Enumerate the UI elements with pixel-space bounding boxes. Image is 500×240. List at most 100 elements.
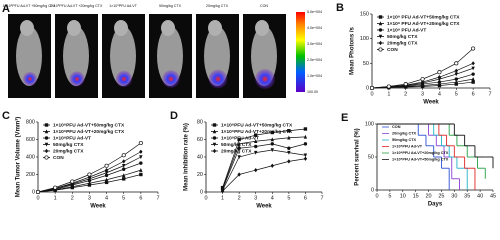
- colorbar-label: 2.0e+004: [307, 58, 322, 62]
- series-line: [222, 158, 306, 192]
- marker: [437, 75, 442, 80]
- marker: [139, 149, 143, 154]
- x-tick-label: 6: [304, 195, 307, 201]
- x-tick-label: 5: [388, 193, 391, 199]
- marker: [138, 140, 143, 146]
- marker: [287, 150, 291, 155]
- marker: [454, 68, 458, 73]
- marker: [270, 163, 274, 168]
- marker: [122, 159, 126, 164]
- y-tick-label: 150: [360, 11, 369, 17]
- marker: [270, 142, 274, 146]
- marker: [44, 142, 49, 147]
- legend-label: 20mg/kg CTX: [53, 148, 84, 154]
- legend-label: 1×10⁹PFU Ad-VT: [392, 145, 423, 149]
- marker: [303, 142, 308, 146]
- x-tick-label: 45: [490, 193, 496, 199]
- marker: [437, 80, 442, 84]
- y-tick-label: 40: [197, 154, 203, 160]
- mouse-body: [204, 26, 230, 86]
- marker: [471, 77, 475, 81]
- x-tick-label: 1: [221, 195, 224, 201]
- marker: [369, 85, 375, 91]
- marker: [287, 135, 291, 140]
- marker: [104, 180, 109, 185]
- mouse-body: [63, 26, 89, 86]
- marker: [303, 134, 308, 139]
- marker: [212, 129, 217, 134]
- panel-letter: E: [341, 112, 348, 124]
- marker: [122, 164, 126, 168]
- marker: [386, 84, 391, 89]
- y-tick-label: 100: [365, 121, 374, 127]
- marker: [254, 168, 258, 173]
- marker: [420, 79, 425, 85]
- marker: [471, 61, 475, 66]
- legend-label: 1×10⁹PFU Ad-VT+50mg/kg CTX: [221, 122, 293, 128]
- panel-letter: D: [170, 110, 178, 122]
- y-tick-label: 400: [26, 154, 35, 160]
- marker: [254, 144, 258, 149]
- marker: [139, 161, 143, 165]
- legend-label: 50mg/kg CTX: [387, 34, 418, 40]
- y-tick-label: 60: [197, 137, 203, 143]
- y-axis-title: Percent survival (%): [355, 128, 361, 185]
- marker: [220, 189, 225, 194]
- marker: [454, 82, 458, 86]
- marker: [254, 133, 258, 137]
- marker: [237, 172, 241, 177]
- legend-label: 20mg/kg CTX: [392, 132, 417, 136]
- mouse-head: [114, 20, 128, 36]
- y-tick-label: 20: [197, 172, 203, 178]
- marker: [212, 148, 217, 154]
- y-tick-label: 600: [26, 137, 35, 143]
- marker: [237, 155, 241, 160]
- y-tick-label: 50: [363, 61, 369, 67]
- marker: [454, 77, 458, 81]
- marker: [237, 137, 241, 142]
- colorbar: [296, 12, 305, 92]
- marker: [87, 183, 92, 187]
- x-tick-label: 1: [54, 195, 57, 201]
- signal: [115, 70, 133, 88]
- colorbar-label: 5.0e+004: [307, 10, 322, 14]
- marker: [212, 142, 217, 147]
- x-tick-label: 2: [404, 91, 407, 97]
- marker: [378, 28, 383, 32]
- x-tick-label: 4: [438, 91, 441, 97]
- marker: [270, 148, 274, 153]
- panel-letter: B: [336, 2, 344, 14]
- marker: [471, 72, 475, 76]
- marker: [212, 136, 217, 140]
- x-tick-label: 3: [88, 195, 91, 201]
- series-line: [222, 128, 306, 188]
- group-label: CON: [260, 4, 268, 8]
- mouse-body: [110, 26, 136, 86]
- marker: [44, 155, 49, 160]
- x-tick-label: 40: [477, 193, 483, 199]
- group-label: 50mg/kg CTX: [159, 4, 182, 8]
- x-tick-label: 6: [139, 195, 142, 201]
- x-axis-title: Days: [428, 202, 443, 208]
- mouse-head: [67, 20, 81, 36]
- legend-label: 20mg/kg CTX: [221, 148, 252, 154]
- marker: [121, 153, 126, 158]
- signal: [208, 69, 228, 89]
- legend-label: CON: [387, 47, 398, 53]
- group-label: 1×10⁹PFU Ad-VT +50mg/kg CTX: [3, 4, 56, 8]
- legend-label: 1×10⁹PFU Ad-VT+20mg/kg CTX: [221, 129, 293, 135]
- colorbar-label: 100.00: [307, 90, 318, 94]
- marker: [303, 127, 308, 131]
- marker: [35, 189, 41, 195]
- legend-label: 1×10⁹PFU Ad-VT+50mg/kg CTX: [392, 158, 449, 162]
- marker: [122, 177, 126, 181]
- x-tick-label: 0: [204, 195, 207, 201]
- x-tick-label: 0: [36, 195, 39, 201]
- marker: [254, 139, 258, 143]
- legend-label: 50mg/kg CTX: [53, 142, 84, 148]
- signal: [69, 71, 85, 87]
- mouse-body: [16, 26, 42, 86]
- legend-label: 1×10⁹PFU Ad-VT: [53, 135, 91, 141]
- marker: [270, 137, 274, 142]
